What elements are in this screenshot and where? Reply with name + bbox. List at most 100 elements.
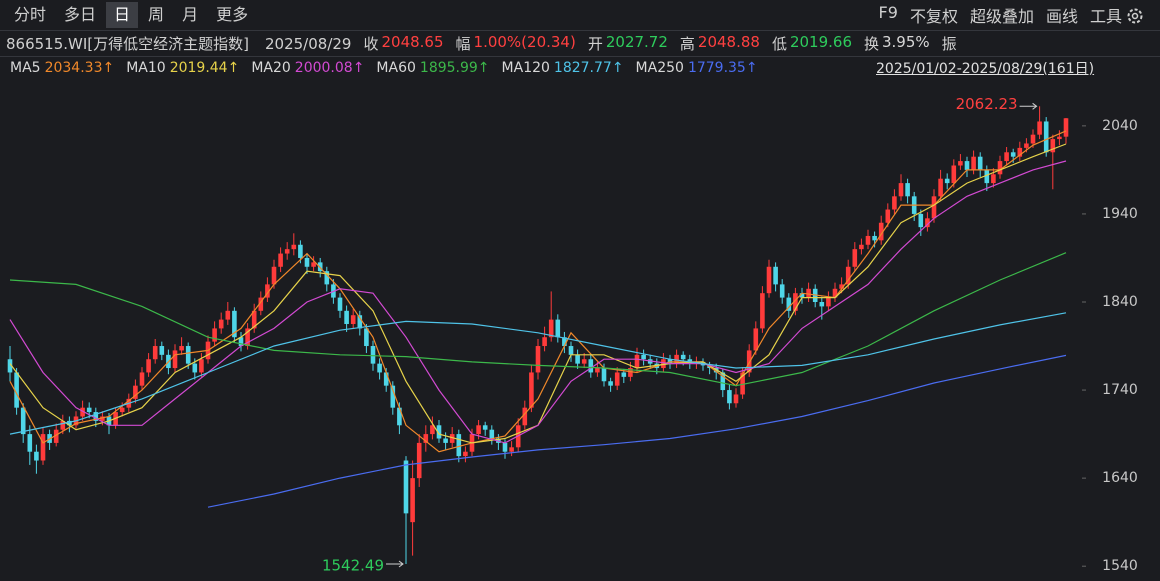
field-value: 1.00%(20.34) xyxy=(473,33,576,51)
legend-value: 1827.77↑ xyxy=(553,60,624,76)
candle-body xyxy=(1050,139,1056,153)
tool[interactable]: F9 xyxy=(878,3,898,22)
candle-body xyxy=(185,346,191,364)
candle-body xyxy=(47,434,52,443)
candle-body xyxy=(324,271,330,285)
candle-body xyxy=(641,354,646,360)
candle-body xyxy=(542,337,547,347)
candle-body xyxy=(60,420,66,430)
tab[interactable]: 月 xyxy=(182,5,199,24)
legend-name: MA20 xyxy=(251,60,291,76)
candle-body xyxy=(951,165,957,184)
candle-body xyxy=(284,249,290,254)
candle-body xyxy=(278,253,283,267)
candle-body xyxy=(575,354,580,364)
candle-body xyxy=(634,354,640,369)
candle-body xyxy=(317,262,323,272)
candle-body xyxy=(905,183,910,197)
tab[interactable]: 分时 xyxy=(14,5,47,24)
date: 2025/08/29 xyxy=(265,34,352,53)
tab[interactable]: 日 xyxy=(106,2,139,28)
annotation-arrowhead xyxy=(398,560,404,568)
candle-body xyxy=(53,429,59,443)
candle-body xyxy=(410,478,415,523)
candle-body xyxy=(720,372,726,391)
candle-body xyxy=(93,412,99,421)
legend-value: 2034.33↑ xyxy=(44,60,115,76)
candle-body xyxy=(449,434,455,443)
candle-body xyxy=(126,398,132,408)
candle-body xyxy=(370,346,376,364)
tab[interactable]: 更多 xyxy=(216,5,249,24)
candle-body xyxy=(819,301,825,307)
candle-body xyxy=(73,416,79,426)
candle-body xyxy=(515,425,521,448)
candle-body xyxy=(535,346,541,373)
candle-body xyxy=(865,235,871,245)
candle-body xyxy=(390,385,396,408)
tab[interactable]: 周 xyxy=(148,5,165,24)
candle-body xyxy=(238,337,244,347)
tool[interactable]: 画线 xyxy=(1045,7,1078,26)
candle-body xyxy=(251,310,257,329)
candle-body xyxy=(799,293,805,298)
ma-line xyxy=(9,130,1067,453)
field-label: 低 xyxy=(771,35,787,53)
candle-body xyxy=(977,156,983,170)
tabs: 分时 多日日周月更多 xyxy=(6,2,258,28)
legend-name: MA120 xyxy=(501,60,550,76)
tab[interactable]: 多日 xyxy=(64,5,97,24)
date-range[interactable]: 2025/01/02-2025/08/29(161日) xyxy=(876,61,1095,77)
candle-body xyxy=(67,420,72,426)
legend-name: MA250 xyxy=(635,60,684,76)
candle-body xyxy=(80,407,85,417)
settings-icon[interactable] xyxy=(1125,6,1145,26)
field-value: 3.95% xyxy=(882,33,930,51)
candle-body xyxy=(34,451,39,461)
tool[interactable]: 不复权 xyxy=(909,7,958,26)
y-tick-label: 1740 xyxy=(1102,382,1138,398)
candle-body xyxy=(872,235,877,241)
candle-body xyxy=(436,425,442,439)
field-value: 2048.65 xyxy=(381,33,444,51)
candle-body xyxy=(113,412,118,426)
candle-body xyxy=(654,363,660,369)
candle-body xyxy=(298,244,303,258)
candle-body xyxy=(1017,147,1023,157)
candle-body xyxy=(344,310,349,325)
candle-body xyxy=(423,434,429,443)
candle-body xyxy=(377,363,382,373)
candle-body xyxy=(687,359,693,364)
field-label: 换 xyxy=(863,35,879,53)
tool[interactable]: 工具 xyxy=(1089,7,1122,26)
field-value: 2027.72 xyxy=(605,33,668,51)
legend-value: 1779.35↑ xyxy=(687,60,758,76)
candle-body xyxy=(476,425,481,435)
field-value: 2048.88 xyxy=(697,33,760,51)
candle-body xyxy=(892,196,897,210)
y-tick-label: 1640 xyxy=(1102,470,1138,486)
candle-body xyxy=(700,361,706,366)
candle-body xyxy=(456,434,462,457)
candle-body xyxy=(245,328,250,347)
tool[interactable]: 超级叠加 xyxy=(969,7,1034,26)
candle-body xyxy=(383,372,389,386)
candle-body xyxy=(416,442,422,479)
candle-body xyxy=(397,407,402,426)
legend-name: MA5 xyxy=(10,60,41,76)
candle-body xyxy=(482,425,488,430)
candle-body xyxy=(258,297,264,311)
candle-body xyxy=(7,359,13,373)
candle-body xyxy=(964,161,970,170)
candle-body xyxy=(727,390,732,404)
candle-body xyxy=(509,447,514,452)
ma-legend: MA5 2034.33↑ MA10 2019.44↑ MA20 2000.08↑ MA60 1… xyxy=(0,57,1160,79)
candle-body xyxy=(463,451,468,457)
field-label: 幅 xyxy=(455,35,471,53)
candle-body xyxy=(159,346,165,355)
candle-body xyxy=(364,328,369,347)
candle-body xyxy=(997,161,1003,175)
candle-body xyxy=(740,372,745,395)
candle-body xyxy=(100,416,105,421)
candle-body xyxy=(1057,136,1062,140)
